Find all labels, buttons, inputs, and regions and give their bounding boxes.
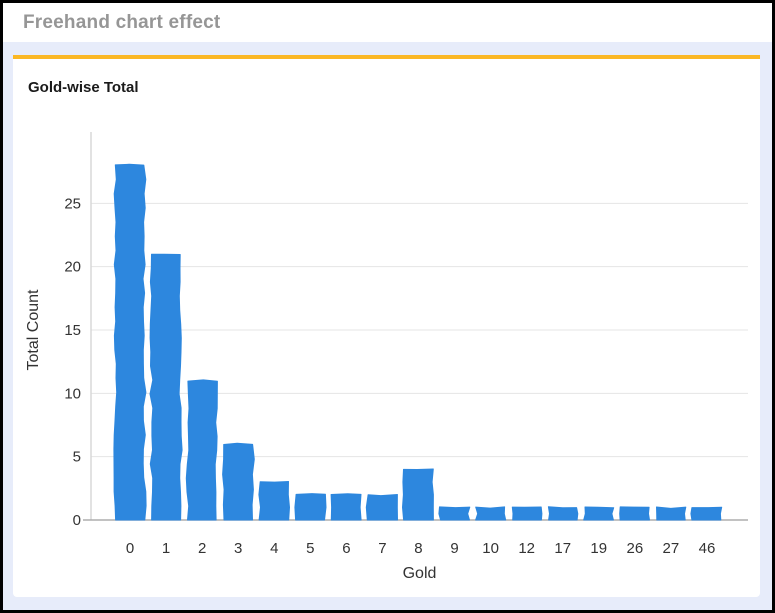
x-tick-label: 1 [162,540,170,557]
bar[interactable] [402,468,434,521]
bar[interactable] [547,506,579,521]
bar[interactable] [690,506,723,521]
y-tick-label: 5 [73,449,81,466]
x-tick-label: 7 [378,540,386,557]
y-axis-title: Total Count [25,289,42,370]
x-tick-label: 46 [699,540,716,557]
x-tick-label: 17 [554,540,571,557]
x-tick-label: 2 [198,540,206,557]
x-tick-label: 0 [126,540,134,557]
app-header: Freehand chart effect [3,3,772,42]
bar[interactable] [113,163,147,521]
bar[interactable] [511,506,543,521]
x-axis-title: Gold [403,565,437,582]
x-tick-label: 19 [590,540,607,557]
bar[interactable] [475,506,507,521]
x-tick-label: 8 [414,540,422,557]
x-tick-label: 12 [518,540,535,557]
bar[interactable] [149,253,183,521]
x-tick-label: 9 [450,540,458,557]
bar[interactable] [222,442,255,521]
y-tick-label: 20 [64,259,81,276]
bar[interactable] [185,379,218,521]
bar[interactable] [330,493,362,521]
bar[interactable] [365,494,398,521]
bar[interactable] [438,506,471,521]
bar[interactable] [258,481,290,521]
y-tick-label: 10 [64,385,81,402]
x-tick-label: 5 [306,540,314,557]
bar[interactable] [583,506,615,521]
x-tick-label: 6 [342,540,350,557]
bar[interactable] [619,506,650,521]
x-tick-label: 10 [482,540,499,557]
chart-title: Gold-wise Total [28,79,139,96]
x-tick-label: 27 [663,540,680,557]
y-tick-label: 0 [73,512,81,529]
x-tick-label: 26 [626,540,643,557]
chart-card: Gold-wise Total 0 5 10 15 20 25 0 1 2 3 4 5 6 7 8 9 10 12… [13,55,760,597]
x-tick-label: 3 [234,540,242,557]
y-tick-label: 15 [64,322,81,339]
app-header-title: Freehand chart effect [23,11,221,33]
bar[interactable] [656,506,687,521]
bar[interactable] [294,493,327,521]
x-tick-label: 4 [270,540,278,557]
y-tick-label: 25 [64,195,81,212]
